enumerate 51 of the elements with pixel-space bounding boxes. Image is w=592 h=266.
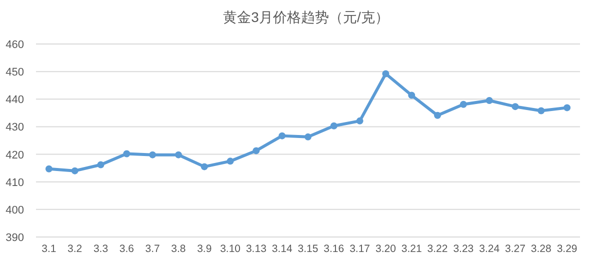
point	[226, 158, 234, 165]
point	[174, 151, 182, 158]
point	[252, 147, 260, 154]
x-tick-label: 3.20	[375, 243, 396, 255]
x-tick-label: 3.23	[453, 243, 474, 255]
y-tick-label: 450	[6, 66, 24, 79]
x-tick-label: 3.27	[505, 243, 526, 255]
x-tick-label: 3.17	[350, 243, 370, 255]
point	[45, 165, 52, 172]
y-tick-label: 410	[6, 176, 24, 189]
point	[123, 150, 130, 158]
point	[97, 161, 104, 168]
x-tick-label: 3.2	[68, 243, 82, 255]
x-tick-label: 3.28	[530, 243, 552, 255]
point	[538, 107, 545, 114]
point	[278, 132, 286, 140]
point	[408, 92, 416, 99]
point	[149, 151, 156, 158]
x-tick-label: 3.16	[324, 243, 344, 255]
point	[356, 117, 364, 124]
x-tick-label: 3.15	[298, 243, 318, 255]
x-tick-label: 3.22	[427, 243, 448, 255]
y-tick-label: 440	[6, 94, 24, 106]
chart-title: 黄金3月价格趋势（元/克）	[223, 9, 389, 25]
y-tick-label: 420	[6, 149, 24, 162]
point	[330, 122, 338, 130]
y-tick-label: 430	[6, 122, 24, 134]
y-tick-label: 460	[6, 39, 24, 51]
point	[434, 112, 442, 119]
x-tick-label: 3.29	[556, 243, 578, 255]
x-tick-label: 3.21	[401, 243, 422, 255]
point	[71, 167, 78, 174]
y-tick-label: 390	[6, 232, 24, 244]
point	[486, 97, 493, 104]
x-tick-label: 3.7	[145, 243, 160, 255]
y-tick-label: 400	[6, 204, 24, 216]
x-tick-label: 3.9	[197, 243, 212, 255]
x-tick-label: 3.10	[220, 243, 241, 255]
point	[200, 163, 208, 170]
x-tick-label: 3.13	[246, 243, 267, 255]
point	[564, 104, 571, 112]
x-tick-label: 3.6	[119, 243, 134, 255]
point	[382, 70, 390, 78]
x-tick-label: 3.8	[171, 243, 186, 255]
point	[304, 133, 312, 140]
point	[512, 103, 519, 110]
x-tick-label: 3.14	[272, 243, 292, 255]
x-tick-label: 3.3	[93, 243, 108, 255]
x-tick-label: 3.24	[479, 243, 500, 255]
point	[460, 100, 467, 108]
x-tick-label: 3.1	[42, 243, 56, 255]
